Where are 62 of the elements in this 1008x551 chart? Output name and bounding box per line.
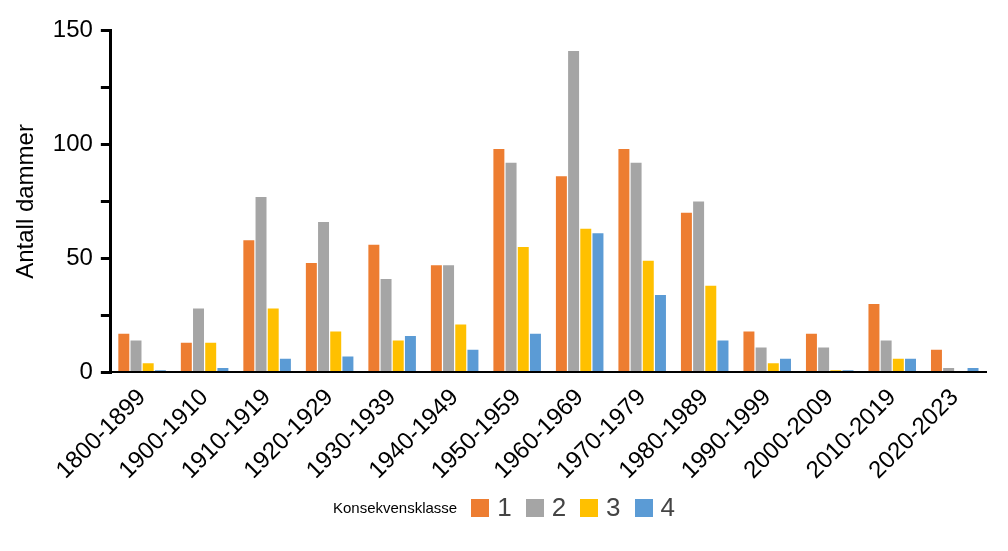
legend-title: Konsekvensklasse: [332, 499, 458, 516]
bar: [930, 349, 942, 371]
bar: [217, 367, 229, 371]
bar: [717, 340, 729, 371]
y-tick-label: 0: [79, 357, 93, 385]
bar: [392, 340, 404, 371]
bar: [505, 162, 517, 371]
bar: [880, 340, 892, 371]
bar: [305, 263, 317, 371]
bar: [892, 358, 904, 371]
bar: [805, 333, 817, 371]
bar: [368, 244, 380, 371]
bar: [705, 285, 717, 371]
bar: [630, 162, 642, 371]
legend-label: 2: [551, 492, 567, 523]
bar: [443, 265, 455, 371]
bar: [967, 367, 979, 371]
bar: [755, 347, 767, 371]
bar: [529, 333, 541, 371]
y-tick-label: 100: [52, 129, 93, 157]
bar: [118, 333, 130, 371]
bar: [493, 148, 505, 371]
bar: [243, 240, 255, 371]
bar: [680, 212, 692, 371]
bar: [142, 363, 154, 371]
bar: [818, 347, 830, 371]
bar: [180, 342, 192, 371]
bar: [455, 324, 467, 371]
bar: [205, 342, 217, 371]
bar: [342, 356, 354, 371]
bar: [580, 228, 592, 371]
bar: [905, 358, 916, 371]
legend-label: 1: [497, 492, 512, 523]
bar: [404, 335, 416, 371]
bar: [592, 233, 604, 371]
bar: [642, 260, 654, 371]
bar: [743, 331, 755, 371]
bar: [555, 176, 567, 371]
bar: [130, 340, 142, 371]
bar: [279, 358, 291, 371]
bar: [318, 221, 330, 371]
bar: [380, 278, 392, 371]
bar: [430, 265, 442, 371]
bar: [193, 308, 204, 371]
bar: [868, 304, 880, 371]
y-axis-title: Antall dammer: [11, 124, 39, 279]
bar: [568, 50, 580, 371]
bar: [767, 363, 779, 371]
bar: [654, 294, 666, 371]
bar: [780, 358, 791, 371]
y-tick-label: 50: [66, 243, 93, 271]
bar: [517, 247, 529, 371]
legend-label: 3: [606, 492, 621, 523]
bar: [255, 196, 267, 371]
legend-label: 4: [660, 492, 676, 523]
bar: [467, 349, 479, 371]
y-tick-label: 150: [52, 15, 93, 43]
bar: [943, 367, 955, 371]
bar: [330, 331, 342, 371]
bar: [267, 308, 279, 371]
bar: [693, 201, 705, 371]
bar: [618, 148, 630, 371]
